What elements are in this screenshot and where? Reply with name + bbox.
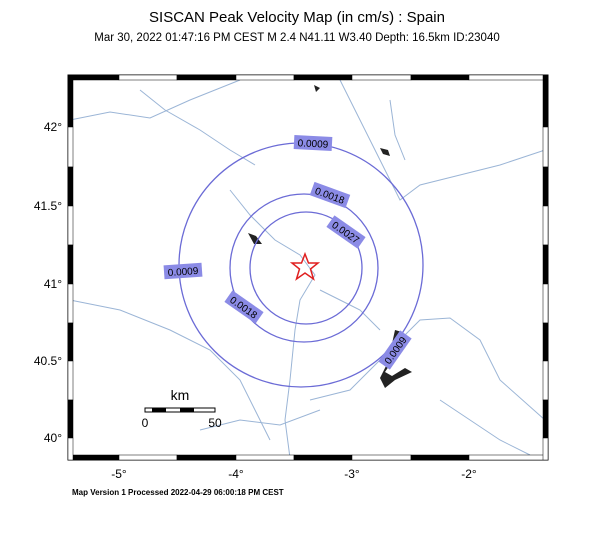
contour-label: 0.0009 <box>297 138 329 151</box>
river <box>69 79 241 121</box>
border-segment <box>67 74 120 81</box>
contour-label-box <box>326 215 366 249</box>
x-tick-label: -4° <box>228 467 244 481</box>
river <box>139 89 256 166</box>
map-border <box>67 74 549 461</box>
x-tick-label: -2° <box>461 467 477 481</box>
border-segment <box>410 74 470 81</box>
contour <box>249 211 363 325</box>
border-segment <box>542 283 549 324</box>
river <box>199 409 321 431</box>
footer: Map Version 1 Processed 2022-04-29 06:00… <box>72 488 284 497</box>
border-segment <box>468 74 549 81</box>
border-segment <box>176 454 237 461</box>
border-segment <box>542 360 549 401</box>
river <box>309 317 546 421</box>
reservoir <box>314 85 320 92</box>
border-segment <box>67 399 74 439</box>
scale-bar-segment <box>180 408 194 412</box>
scale-unit: km <box>171 387 190 403</box>
river <box>339 79 546 201</box>
river <box>389 99 406 161</box>
border-segment <box>542 437 549 461</box>
title: SISCAN Peak Velocity Map (in cm/s) : Spa… <box>149 9 445 26</box>
scale-label: 0 <box>142 416 149 430</box>
scale-bar: km 0 50 <box>142 387 222 430</box>
scale-label: 50 <box>208 416 222 430</box>
river <box>319 289 381 331</box>
map-area: 0.0009 0.0018 0.0027 0.0009 0.0018 0.000… <box>67 74 549 461</box>
border-segment <box>176 74 237 81</box>
x-tick-label: -3° <box>344 467 360 481</box>
border-segment <box>118 454 178 461</box>
border-segment <box>67 126 74 168</box>
border-segment <box>542 322 549 362</box>
contour-label: 0.0009 <box>167 266 199 279</box>
reservoir <box>380 148 390 156</box>
river <box>439 399 531 456</box>
border-segment <box>542 205 549 246</box>
border-segment <box>468 454 549 461</box>
border-segment <box>542 126 549 168</box>
y-tick-label: 40.5° <box>34 354 62 368</box>
border-segment <box>542 244 549 285</box>
border-segment <box>410 454 470 461</box>
border-segment <box>67 322 74 362</box>
x-tick-label: -5° <box>111 467 127 481</box>
border-segment <box>67 205 74 246</box>
border-segment <box>542 74 549 128</box>
border-segment <box>67 437 74 461</box>
y-tick-label: 42° <box>44 120 62 134</box>
contour-label-box <box>378 330 412 370</box>
border-segment <box>293 74 353 81</box>
reservoir <box>248 233 262 244</box>
border-segment <box>235 74 295 81</box>
contour-label-box <box>309 181 351 209</box>
border-segment <box>67 166 74 207</box>
border-segment <box>67 454 120 461</box>
y-tick-label: 41.5° <box>34 199 62 213</box>
epicenter <box>289 251 321 281</box>
y-tick-label: 40° <box>44 431 62 445</box>
subtitle: Mar 30, 2022 01:47:16 PM CEST M 2.4 N41.… <box>94 32 500 44</box>
border-segment <box>67 244 74 285</box>
border-segment <box>67 74 74 128</box>
reservoir <box>380 330 412 388</box>
contour-label-box <box>293 135 333 151</box>
y-tick-labels: 42° 41.5° 41° 40.5° 40° <box>34 120 62 445</box>
border-segment <box>351 74 412 81</box>
border-segment <box>235 454 295 461</box>
contour-label-box <box>163 262 203 280</box>
contour <box>229 193 379 343</box>
river <box>229 189 316 459</box>
map-background <box>68 75 548 460</box>
river <box>69 299 271 441</box>
border-segment <box>542 399 549 439</box>
border-segment <box>67 283 74 324</box>
border-segment <box>118 74 178 81</box>
x-tick-labels: -5° -4° -3° -2° <box>111 467 477 481</box>
border-segment <box>293 454 353 461</box>
border-segment <box>542 166 549 207</box>
scale-bar-segment <box>152 408 166 412</box>
contour-label-box <box>224 290 264 324</box>
border-segment <box>67 360 74 401</box>
y-tick-label: 41° <box>44 277 62 291</box>
border-segment <box>351 454 412 461</box>
